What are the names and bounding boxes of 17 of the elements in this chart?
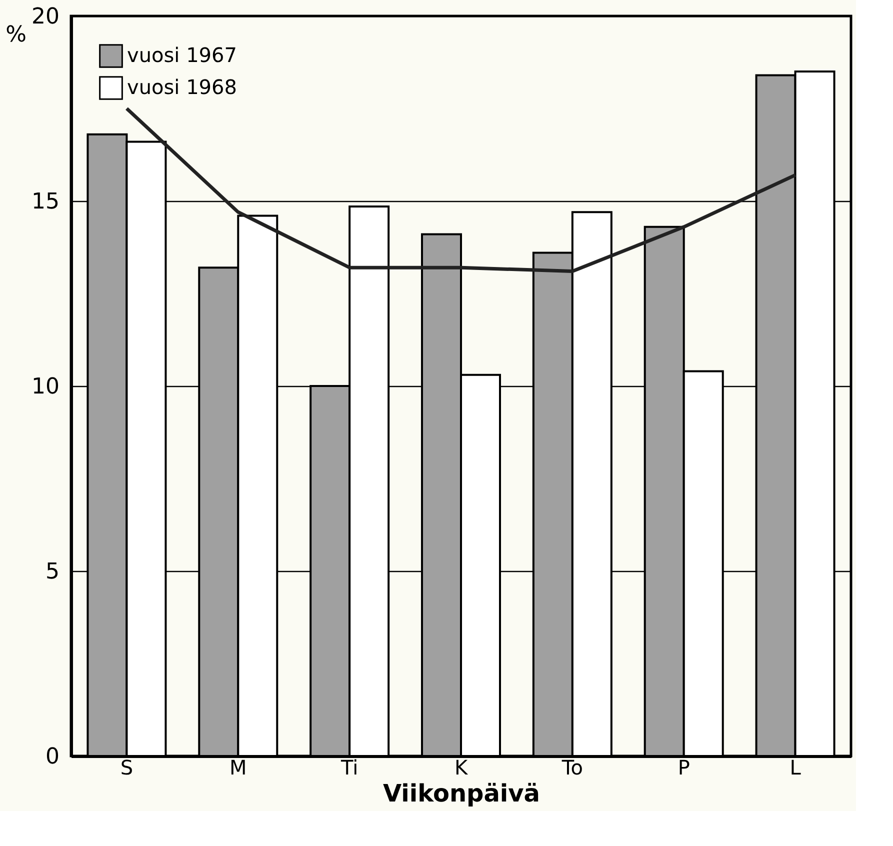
y-tick-label: 5 <box>46 560 60 584</box>
y-axis-title: % <box>6 22 26 48</box>
x-tick-label: To <box>560 756 583 780</box>
x-tick-label: P <box>678 756 690 780</box>
legend-label: vuosi 1968 <box>127 75 237 99</box>
y-tick-label: 15 <box>32 190 60 214</box>
x-tick-label: L <box>790 756 802 780</box>
y-tick-label: 20 <box>32 4 60 30</box>
y-tick-label: 0 <box>46 744 60 770</box>
x-tick-label: S <box>120 756 134 780</box>
x-axis-title: Viikonpäivä <box>383 780 540 808</box>
y-tick-label: 10 <box>32 374 60 400</box>
line-series <box>124 106 798 274</box>
x-tick-label: K <box>454 756 468 780</box>
x-tick-label: M <box>230 756 247 780</box>
x-tick-label: Ti <box>340 756 358 780</box>
legend-label: vuosi 1967 <box>127 43 237 67</box>
